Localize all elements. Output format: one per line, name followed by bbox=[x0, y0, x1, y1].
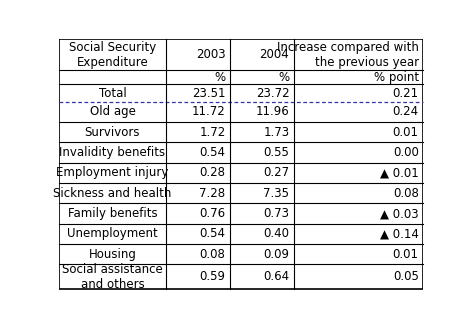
Text: ▲ 0.03: ▲ 0.03 bbox=[380, 207, 419, 220]
Text: 23.51: 23.51 bbox=[192, 87, 226, 100]
Text: 7.28: 7.28 bbox=[199, 187, 226, 200]
Text: Sickness and health: Sickness and health bbox=[53, 187, 172, 200]
Text: %: % bbox=[278, 71, 290, 84]
Text: ▲ 0.14: ▲ 0.14 bbox=[380, 227, 419, 240]
Text: ▲ 0.01: ▲ 0.01 bbox=[380, 166, 419, 179]
Text: 0.27: 0.27 bbox=[263, 166, 290, 179]
Text: 0.00: 0.00 bbox=[393, 146, 419, 159]
Text: 2004: 2004 bbox=[259, 48, 290, 61]
Text: 0.05: 0.05 bbox=[393, 270, 419, 283]
Text: 0.01: 0.01 bbox=[392, 126, 419, 139]
Text: 0.54: 0.54 bbox=[200, 146, 226, 159]
Text: Housing: Housing bbox=[88, 248, 136, 261]
Text: Invalidity benefits: Invalidity benefits bbox=[59, 146, 165, 159]
Text: 0.08: 0.08 bbox=[393, 187, 419, 200]
Text: 23.72: 23.72 bbox=[256, 87, 290, 100]
Text: 7.35: 7.35 bbox=[263, 187, 290, 200]
Text: Increase compared with
the previous year: Increase compared with the previous year bbox=[277, 41, 419, 69]
Text: %: % bbox=[214, 71, 226, 84]
Text: 11.72: 11.72 bbox=[192, 105, 226, 118]
Text: 0.59: 0.59 bbox=[200, 270, 226, 283]
Text: Unemployment: Unemployment bbox=[67, 227, 158, 240]
Text: 0.55: 0.55 bbox=[264, 146, 290, 159]
Text: Social Security
Expenditure: Social Security Expenditure bbox=[69, 41, 156, 69]
Text: % point: % point bbox=[374, 71, 419, 84]
Text: Social assistance
and others: Social assistance and others bbox=[62, 263, 163, 291]
Text: 0.73: 0.73 bbox=[263, 207, 290, 220]
Text: 0.24: 0.24 bbox=[392, 105, 419, 118]
Text: Old age: Old age bbox=[90, 105, 135, 118]
Text: 1.72: 1.72 bbox=[199, 126, 226, 139]
Text: 0.40: 0.40 bbox=[263, 227, 290, 240]
Text: 0.09: 0.09 bbox=[263, 248, 290, 261]
Text: 0.64: 0.64 bbox=[263, 270, 290, 283]
Text: 0.21: 0.21 bbox=[392, 87, 419, 100]
Text: 11.96: 11.96 bbox=[256, 105, 290, 118]
Text: 0.54: 0.54 bbox=[200, 227, 226, 240]
Text: Family benefits: Family benefits bbox=[68, 207, 157, 220]
Text: 0.76: 0.76 bbox=[199, 207, 226, 220]
Text: 2003: 2003 bbox=[196, 48, 226, 61]
Text: Total: Total bbox=[99, 87, 126, 100]
Text: 0.28: 0.28 bbox=[200, 166, 226, 179]
Text: 0.01: 0.01 bbox=[392, 248, 419, 261]
Text: 0.08: 0.08 bbox=[200, 248, 226, 261]
Text: Employment injury: Employment injury bbox=[56, 166, 169, 179]
Text: 1.73: 1.73 bbox=[263, 126, 290, 139]
Text: Survivors: Survivors bbox=[85, 126, 140, 139]
